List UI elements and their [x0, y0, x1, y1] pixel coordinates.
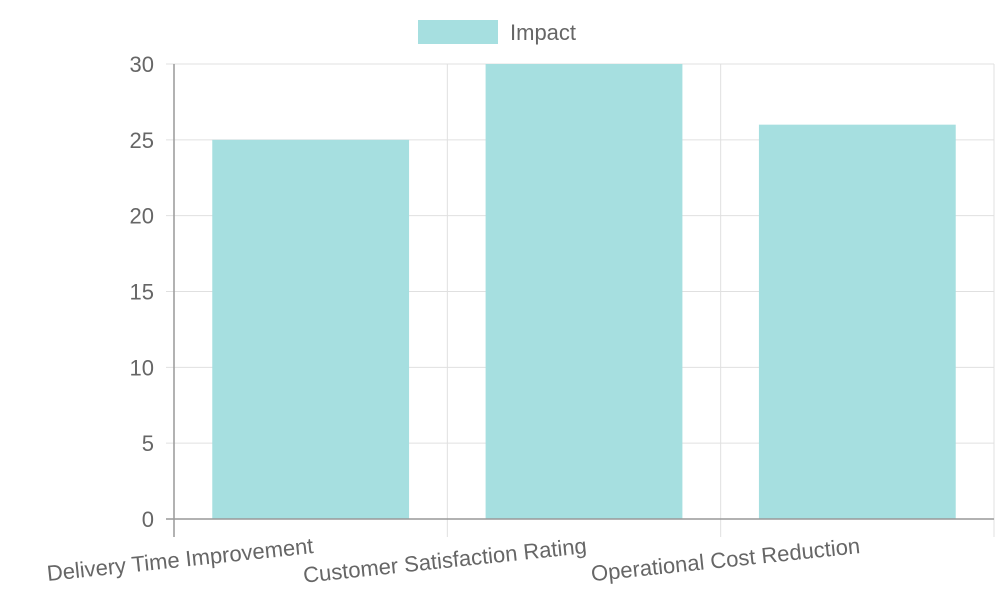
y-tick-label: 20 [130, 204, 154, 229]
axes [166, 64, 994, 537]
y-tick-label: 30 [130, 52, 154, 77]
x-tick-label: Customer Satisfaction Rating [302, 533, 588, 588]
y-tick-label: 15 [130, 280, 154, 305]
legend-swatch[interactable] [418, 20, 498, 44]
bar [212, 139, 410, 520]
bar [758, 124, 956, 520]
y-tick-label: 0 [142, 507, 154, 532]
y-tick-labels: 0 5 10 15 20 25 30 [130, 52, 154, 532]
x-tick-label: Operational Cost Reduction [590, 533, 861, 586]
bars [212, 64, 956, 520]
y-tick-label: 5 [142, 431, 154, 456]
x-tick-label: Delivery Time Improvement [46, 533, 315, 586]
bar [485, 64, 683, 519]
y-tick-label: 10 [130, 355, 154, 380]
legend-label[interactable]: Impact [510, 20, 576, 45]
legend[interactable]: Impact [418, 20, 576, 45]
y-tick-label: 25 [130, 128, 154, 153]
